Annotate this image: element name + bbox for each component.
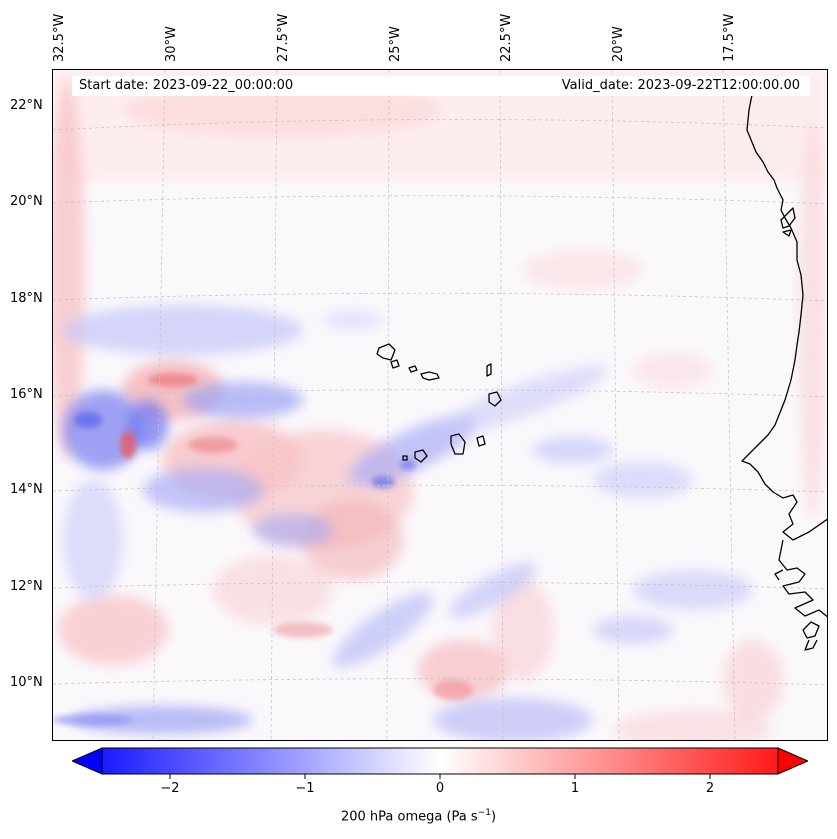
omega-detail-features [53,373,473,726]
lon-label-20w: 20°W [611,26,626,62]
island-maio [476,435,486,447]
lon-label-25w: 25°W [388,26,403,62]
island-boa-vista [488,391,502,407]
island-santa-luzia [420,371,440,381]
map-gridlines [53,70,827,740]
island-santiago [450,433,466,455]
colorbar-tick-minus1: −1 [295,781,315,796]
island-sal [486,363,492,377]
lat-label-10n: 10°N [10,675,43,690]
valid-date-label: Valid_date: 2023-09-22T12:00:00.00 [561,78,800,93]
island-sao-vicente [390,359,400,369]
lon-label-22-5w: 22.5°W [499,13,514,62]
lat-label-16n: 16°N [10,387,43,402]
colorbar-tick-minus2: −2 [160,781,180,796]
lat-label-14n: 14°N [10,482,43,497]
guinea-coast-detail [802,621,820,639]
lon-label-17-5w: 17.5°W [722,13,737,62]
colorbar-label: 200 hPa omega (Pa s−1) [340,808,497,825]
colorbar-tick-1: 1 [570,781,580,796]
colorbar-body [101,747,779,775]
omega-field-map [53,70,827,740]
colorbar-tick-2: 2 [705,781,715,796]
island-brava [402,455,408,461]
start-date-label: Start date: 2023-09-22_00:00:00 [79,78,294,93]
colorbar-max-extend [777,747,808,775]
colorbar-tick-0: 0 [435,781,445,796]
island-santo-antao [376,343,396,361]
island-sao-nicolau [408,365,418,373]
lat-label-18n: 18°N [10,291,43,306]
colorbar-ticks [169,774,711,779]
date-info-box [72,76,810,96]
coastlines [376,89,827,651]
omega-colorbar [72,747,808,779]
lon-label-30w: 30°W [164,26,179,62]
negative-omega-regions [63,305,753,740]
lon-label-27-5w: 27.5°W [276,13,291,62]
senegal-coast-detail [778,539,827,618]
map-panel [52,69,828,741]
colorbar-min-extend [72,747,103,775]
lat-label-20n: 20°N [10,194,43,209]
africa-coastline [741,89,827,541]
lat-label-12n: 12°N [10,579,43,594]
canary-islands [780,207,796,229]
island-fogo [414,449,428,463]
lon-label-32-5w: 32.5°W [52,13,67,62]
lat-label-22n: 22°N [10,98,43,113]
